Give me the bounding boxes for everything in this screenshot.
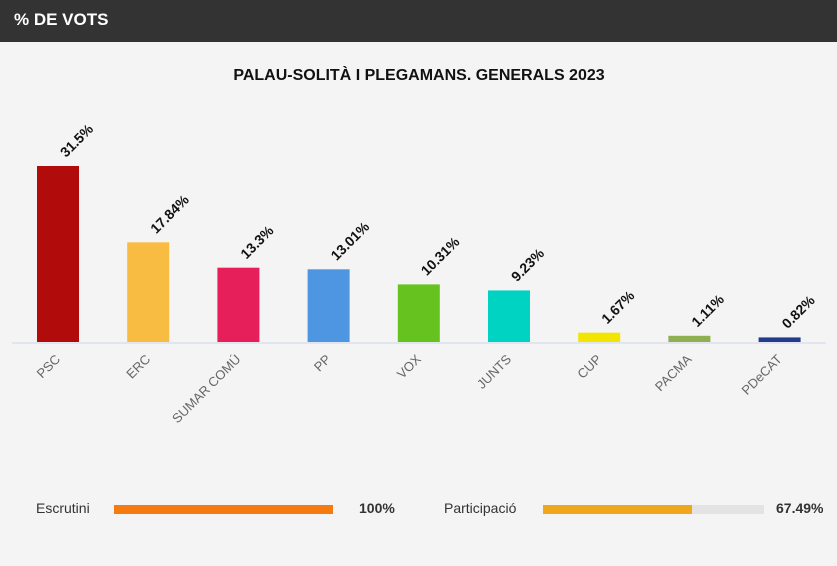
category-label-2: SUMAR COMÚ bbox=[169, 352, 243, 426]
participation-value: 67.49% bbox=[776, 500, 824, 516]
data-label-4: 10.31% bbox=[418, 233, 463, 278]
bar-8 bbox=[758, 337, 801, 342]
bar-2 bbox=[217, 267, 260, 342]
category-label-4: VOX bbox=[394, 351, 424, 381]
scrutiny-progress-fill bbox=[114, 505, 333, 514]
data-label-2: 13.3% bbox=[237, 222, 277, 262]
bar-1 bbox=[127, 242, 170, 342]
bar-5 bbox=[488, 290, 530, 342]
category-label-3: PP bbox=[311, 352, 334, 375]
data-label-0: 31.5% bbox=[57, 120, 97, 160]
participation-progress-fill bbox=[543, 505, 693, 514]
category-label-8: PDeCAT bbox=[739, 351, 785, 397]
data-label-8: 0.82% bbox=[778, 292, 818, 332]
scrutiny-label: Escrutini bbox=[36, 500, 90, 516]
participation-progress-bar bbox=[543, 505, 764, 514]
panel-header: % DE VOTS bbox=[0, 0, 837, 42]
bar-7 bbox=[668, 335, 711, 342]
bar-3 bbox=[307, 269, 350, 342]
category-label-5: JUNTS bbox=[474, 351, 514, 391]
bar-6 bbox=[578, 332, 621, 342]
bar-chart: PALAU-SOLITÀ I PLEGAMANS. GENERALS 2023 … bbox=[12, 65, 826, 426]
scrutiny-value: 100% bbox=[359, 500, 395, 516]
panel-title: % DE VOTS bbox=[14, 10, 109, 29]
category-label-1: ERC bbox=[123, 352, 153, 382]
data-label-6: 1.67% bbox=[598, 287, 638, 327]
category-label-7: PACMA bbox=[652, 351, 695, 394]
data-label-1: 17.84% bbox=[147, 191, 192, 236]
data-label-7: 1.11% bbox=[688, 291, 727, 330]
category-label-6: CUP bbox=[574, 352, 604, 382]
participation-label: Participació bbox=[444, 500, 517, 516]
chart-title: PALAU-SOLITÀ I PLEGAMANS. GENERALS 2023 bbox=[233, 65, 604, 84]
data-label-5: 9.23% bbox=[508, 245, 548, 285]
category-label-0: PSC bbox=[34, 352, 64, 382]
scrutiny-progress-bar bbox=[114, 505, 333, 514]
bars-group: 31.5% PSC 17.84% ERC 13.3% SUMAR COMÚ 13.01% PP… bbox=[34, 120, 819, 426]
progress-footer: Escrutini 100% Participació 67.49% bbox=[0, 498, 837, 522]
bar-0 bbox=[37, 166, 79, 342]
bar-4 bbox=[397, 284, 440, 342]
data-label-3: 13.01% bbox=[327, 218, 372, 263]
